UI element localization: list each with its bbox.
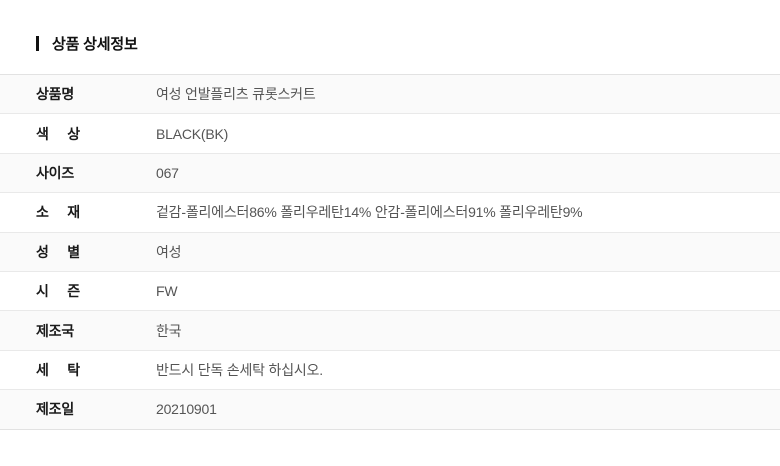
row-label-cell: 시 즌 — [36, 281, 156, 301]
row-label-cell: 제조국 — [36, 321, 156, 341]
row-label: 세 탁 — [36, 361, 80, 378]
row-value: FW — [156, 283, 178, 300]
section-header: 상품 상세정보 — [0, 0, 780, 74]
row-label: 사이즈 — [36, 164, 75, 181]
row-label-cell: 사이즈 — [36, 163, 156, 183]
table-row-season: 시 즌 FW — [0, 271, 780, 312]
accent-bar-icon — [36, 36, 39, 51]
row-label: 색 상 — [36, 125, 80, 142]
table-row-product-name: 상품명 여성 언발플리츠 큐롯스커트 — [0, 75, 780, 115]
row-value: 반드시 단독 손세탁 하십시오. — [156, 361, 323, 378]
row-value: 067 — [156, 164, 179, 181]
row-label-cell: 소 재 — [36, 202, 156, 222]
row-value: 20210901 — [156, 401, 217, 418]
product-detail-table: 상품명 여성 언발플리츠 큐롯스커트 색 상 BLACK(BK) 사이즈 067… — [0, 74, 780, 430]
row-label: 상품명 — [36, 86, 75, 103]
row-label-cell: 세 탁 — [36, 360, 156, 380]
table-row-color: 색 상 BLACK(BK) — [0, 114, 780, 154]
row-value: 한국 — [156, 322, 182, 339]
table-row-washing: 세 탁 반드시 단독 손세탁 하십시오. — [0, 350, 780, 391]
row-label-cell: 색 상 — [36, 124, 156, 144]
row-label: 성 별 — [36, 243, 80, 260]
table-row-size: 사이즈 067 — [0, 153, 780, 194]
row-value: BLACK(BK) — [156, 125, 229, 142]
row-label: 소 재 — [36, 204, 80, 221]
table-row-gender: 성 별 여성 — [0, 232, 780, 272]
row-label: 제조일 — [36, 401, 75, 418]
table-row-country: 제조국 한국 — [0, 311, 780, 351]
table-row-material: 소 재 겉감-폴리에스터86% 폴리우레탄14% 안감-폴리에스터91% 폴리우… — [0, 193, 780, 233]
row-value: 여성 — [156, 243, 182, 260]
row-label-cell: 상품명 — [36, 84, 156, 104]
table-row-manufacture-date: 제조일 20210901 — [0, 390, 780, 430]
row-label-cell: 성 별 — [36, 242, 156, 262]
row-label-cell: 제조일 — [36, 399, 156, 419]
section-title: 상품 상세정보 — [52, 36, 138, 53]
row-label: 제조국 — [36, 322, 75, 339]
row-label: 시 즌 — [36, 283, 80, 300]
row-value: 겉감-폴리에스터86% 폴리우레탄14% 안감-폴리에스터91% 폴리우레탄9% — [156, 204, 583, 221]
row-value: 여성 언발플리츠 큐롯스커트 — [156, 86, 316, 103]
